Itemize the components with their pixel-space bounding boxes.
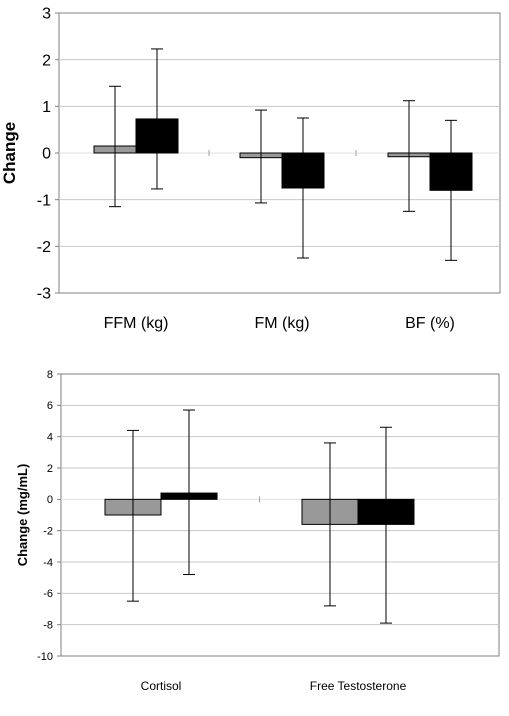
category-label: Free Testosterone bbox=[310, 679, 407, 693]
chart-1: 3 2 1 0 -1 -2 -3 FFM (kg) FM (kg) BF (%) Change bbox=[0, 6, 501, 332]
y-tick-label: 6 bbox=[47, 400, 53, 412]
y-tick-label: -8 bbox=[43, 620, 53, 632]
category-label: FFM (kg) bbox=[104, 315, 169, 332]
y-tick-label: -2 bbox=[37, 239, 51, 256]
y-tick-label: 4 bbox=[47, 432, 53, 444]
chart-2: 8 6 4 2 0 -2 -4 -6 -8 -10 Cortisol Free Testosteron… bbox=[15, 369, 500, 693]
y-tick-label: 2 bbox=[42, 52, 51, 69]
y-axis-label: Change (mg/mL) bbox=[15, 464, 30, 567]
y-tick-label: -4 bbox=[43, 557, 53, 569]
category-label: BF (%) bbox=[405, 315, 455, 332]
category-label: FM (kg) bbox=[254, 315, 309, 332]
y-tick-label: -3 bbox=[37, 286, 51, 303]
y-tick-label: 8 bbox=[47, 369, 53, 381]
y-tick-label: 3 bbox=[42, 6, 51, 23]
y-tick-label: 0 bbox=[42, 146, 51, 163]
y-tick-label: -2 bbox=[43, 526, 53, 538]
y-tick-label: 1 bbox=[42, 99, 51, 116]
y-tick-label: -6 bbox=[43, 588, 53, 600]
y-tick-label: 0 bbox=[47, 494, 53, 506]
y-tick-label: -10 bbox=[37, 651, 53, 663]
y-tick-label: -1 bbox=[37, 192, 51, 209]
category-label: Cortisol bbox=[141, 679, 182, 693]
y-axis-label: Change bbox=[0, 122, 19, 184]
y-tick-label: 2 bbox=[47, 463, 53, 475]
